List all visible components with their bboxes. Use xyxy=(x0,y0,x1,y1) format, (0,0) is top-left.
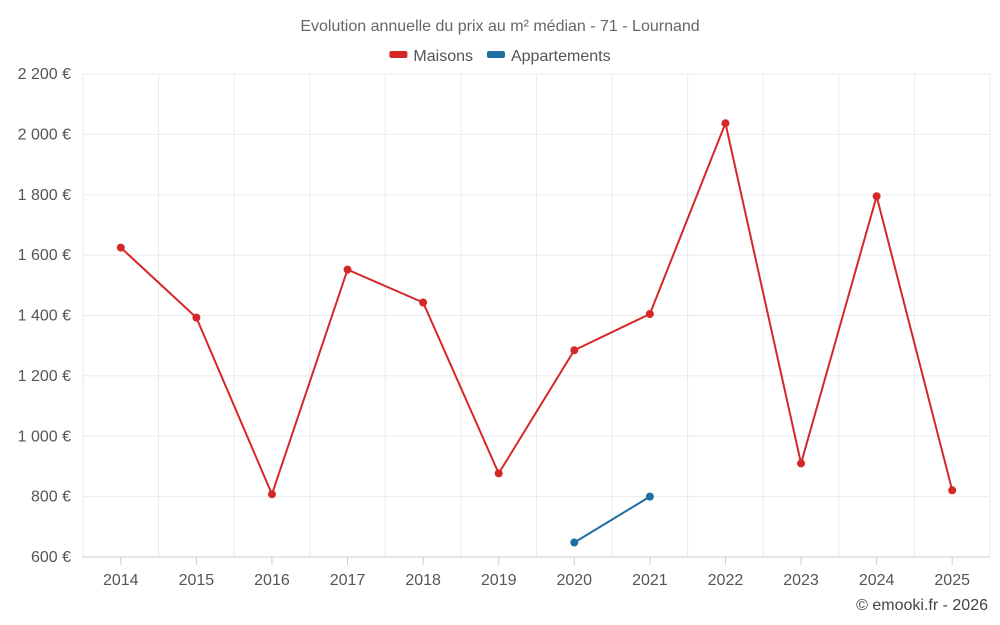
data-point-maisons[interactable] xyxy=(645,309,654,318)
y-tick-label: 1 200 € xyxy=(18,368,71,385)
x-tick-label: 2015 xyxy=(179,572,215,589)
legend-label-appartements: Appartements xyxy=(511,48,611,65)
data-point-appartements[interactable] xyxy=(570,538,579,547)
y-tick-label: 1 800 € xyxy=(18,187,71,204)
legend-label-maisons: Maisons xyxy=(413,48,473,65)
y-tick-label: 1 600 € xyxy=(18,247,71,264)
data-point-appartements[interactable] xyxy=(645,492,654,501)
data-point-maisons[interactable] xyxy=(494,469,503,478)
legend-swatch-appartements[interactable] xyxy=(486,51,505,58)
data-point-maisons[interactable] xyxy=(797,459,806,468)
series-appartements xyxy=(570,492,654,547)
data-point-maisons[interactable] xyxy=(948,486,957,495)
x-tick-label: 2021 xyxy=(632,572,668,589)
y-tick-label: 2 000 € xyxy=(18,126,71,143)
x-axis: 2014 2015 2016 2017 2018 2019 2020 2021 2022 2023… xyxy=(83,556,990,589)
x-tick-label: 2025 xyxy=(934,572,970,589)
data-point-maisons[interactable] xyxy=(343,265,352,274)
x-tick-label: 2014 xyxy=(103,572,139,589)
y-axis: 600 € 800 € 1 000 € 1 200 € 1 400 € 1 600 € 1 … xyxy=(18,66,71,566)
chart-grid xyxy=(82,73,991,558)
x-tick-label: 2016 xyxy=(254,572,290,589)
data-point-maisons[interactable] xyxy=(267,490,276,499)
series-maisons xyxy=(116,119,957,499)
y-tick-label: 600 € xyxy=(31,549,71,566)
x-tick-label: 2018 xyxy=(405,572,441,589)
chart-legend: Maisons Appartements xyxy=(389,48,611,65)
chart-title: Evolution annuelle du prix au m² médian … xyxy=(300,18,699,35)
y-tick-label: 1 400 € xyxy=(18,308,71,325)
x-tick-label: 2023 xyxy=(783,572,819,589)
x-tick-label: 2020 xyxy=(556,572,592,589)
x-tick-label: 2017 xyxy=(330,572,366,589)
data-point-maisons[interactable] xyxy=(721,119,730,128)
chart-series xyxy=(116,119,957,547)
legend-swatch-maisons[interactable] xyxy=(389,51,408,58)
x-tick-label: 2024 xyxy=(859,572,895,589)
data-point-maisons[interactable] xyxy=(570,346,579,355)
x-tick-label: 2019 xyxy=(481,572,517,589)
series-line-appartements xyxy=(573,495,651,544)
y-tick-label: 2 200 € xyxy=(18,66,71,83)
y-tick-label: 800 € xyxy=(31,489,71,506)
chart-credit: © emooki.fr - 2026 xyxy=(856,597,988,614)
data-point-maisons[interactable] xyxy=(192,313,201,322)
x-tick-label: 2022 xyxy=(708,572,744,589)
data-point-maisons[interactable] xyxy=(116,243,125,252)
data-point-maisons[interactable] xyxy=(872,192,881,201)
data-point-maisons[interactable] xyxy=(419,298,428,307)
series-line-maisons xyxy=(120,122,954,496)
y-tick-label: 1 000 € xyxy=(18,428,71,445)
